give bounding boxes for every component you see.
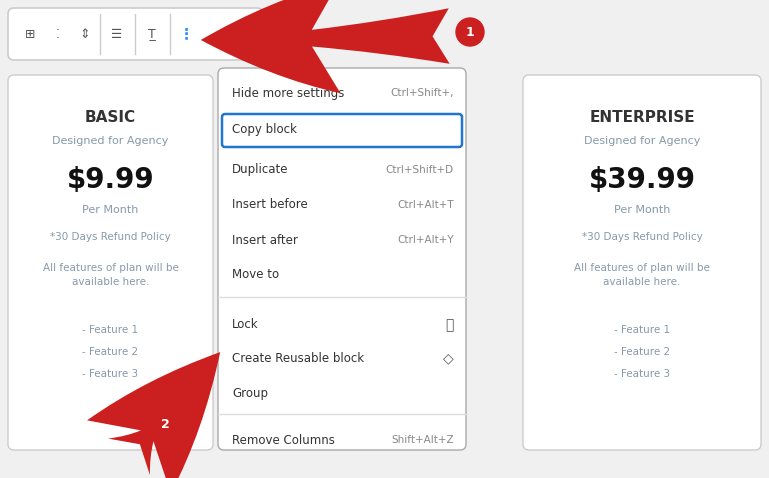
- Text: ⁚: ⁚: [56, 28, 60, 41]
- Circle shape: [456, 18, 484, 46]
- FancyBboxPatch shape: [8, 75, 213, 450]
- Text: $39.99: $39.99: [588, 166, 695, 194]
- Text: 2: 2: [161, 419, 169, 432]
- Text: - Feature 2: - Feature 2: [82, 347, 138, 357]
- Text: Shift+Alt+Z: Shift+Alt+Z: [391, 435, 454, 445]
- Text: Lock: Lock: [232, 318, 258, 332]
- Text: Group: Group: [232, 387, 268, 400]
- Text: Insert after: Insert after: [232, 233, 298, 247]
- Text: ◇: ◇: [444, 351, 454, 365]
- Circle shape: [151, 411, 179, 439]
- Text: Designed for Agency: Designed for Agency: [52, 136, 168, 146]
- Text: All features of plan will be
available here.: All features of plan will be available h…: [42, 262, 178, 287]
- Text: ENTERPRISE: ENTERPRISE: [589, 109, 695, 124]
- Text: 🔒: 🔒: [445, 318, 454, 332]
- FancyBboxPatch shape: [222, 114, 462, 147]
- Text: Copy block: Copy block: [232, 123, 297, 137]
- Text: ☰: ☰: [112, 28, 122, 41]
- Text: Insert before: Insert before: [232, 198, 308, 211]
- Text: Ctrl+Alt+Y: Ctrl+Alt+Y: [398, 235, 454, 245]
- Text: - Feature 2: - Feature 2: [614, 347, 670, 357]
- Text: 1: 1: [465, 25, 474, 39]
- FancyBboxPatch shape: [523, 75, 761, 450]
- Text: - Feature 3: - Feature 3: [614, 369, 670, 379]
- Text: ⇕: ⇕: [80, 28, 90, 41]
- FancyBboxPatch shape: [8, 8, 263, 60]
- Text: Hide more settings: Hide more settings: [232, 87, 345, 99]
- Text: Duplicate: Duplicate: [232, 163, 288, 176]
- Text: - Feature 3: - Feature 3: [82, 369, 138, 379]
- Text: *30 Days Refund Policy: *30 Days Refund Policy: [50, 232, 171, 242]
- Text: Move to: Move to: [232, 269, 279, 282]
- Text: Create Reusable block: Create Reusable block: [232, 351, 365, 365]
- FancyBboxPatch shape: [218, 68, 466, 450]
- Text: ⊞: ⊞: [25, 28, 35, 41]
- Text: ⋮: ⋮: [180, 28, 192, 41]
- Text: *30 Days Refund Policy: *30 Days Refund Policy: [581, 232, 702, 242]
- Text: Per Month: Per Month: [82, 205, 138, 215]
- Text: T̲: T̲: [148, 28, 156, 41]
- Text: All features of plan will be
available here.: All features of plan will be available h…: [574, 262, 710, 287]
- Text: $9.99: $9.99: [67, 166, 155, 194]
- Text: Per Month: Per Month: [614, 205, 671, 215]
- Text: Ctrl+Shift+D: Ctrl+Shift+D: [386, 165, 454, 175]
- Text: ⋮: ⋮: [178, 26, 194, 42]
- Text: Remove Columns: Remove Columns: [232, 434, 335, 446]
- Text: Ctrl+Shift+,: Ctrl+Shift+,: [391, 88, 454, 98]
- Text: Ctrl+Alt+T: Ctrl+Alt+T: [398, 200, 454, 210]
- Text: - Feature 1: - Feature 1: [82, 325, 138, 335]
- Text: BASIC: BASIC: [85, 109, 136, 124]
- Text: - Feature 1: - Feature 1: [614, 325, 670, 335]
- Text: Designed for Agency: Designed for Agency: [584, 136, 701, 146]
